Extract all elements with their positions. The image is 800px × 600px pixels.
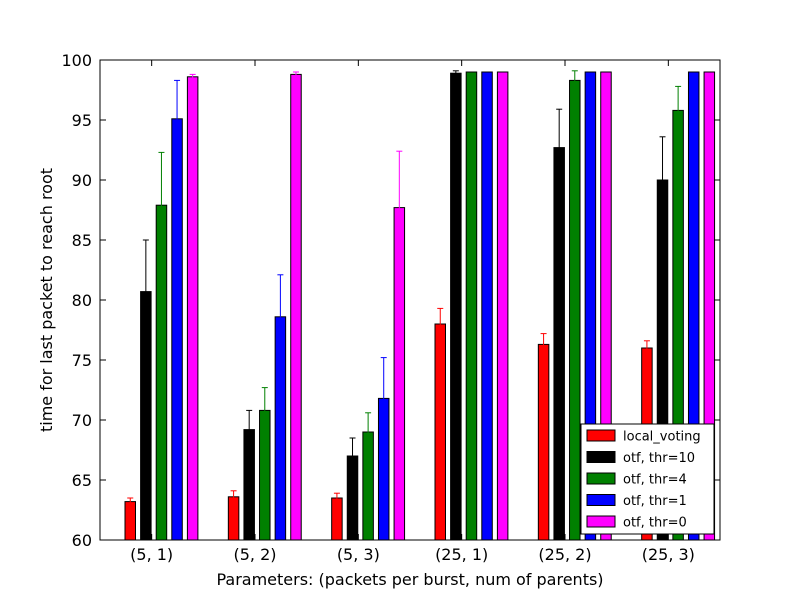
bar (465, 71, 478, 541)
bar (496, 71, 509, 541)
y-tick-label: 95 (72, 111, 92, 130)
y-tick-label: 90 (72, 171, 92, 190)
bar (553, 147, 565, 541)
error-bars-layer (127, 70, 682, 506)
y-tick-label: 80 (72, 291, 92, 310)
y-axis: 60 65 70 75 80 85 90 95 100 (61, 51, 720, 550)
legend: local_voting otf, thr=10 otf, thr=4 otf, th… (580, 423, 715, 535)
y-tick-label: 65 (72, 471, 92, 490)
y-axis-label: time for last packet to reach root (37, 168, 56, 432)
bar (481, 71, 493, 541)
legend-swatch (586, 472, 616, 485)
x-axis-label: Parameters: (packets per burst, num of p… (216, 570, 603, 589)
bar (450, 72, 462, 541)
legend-label: otf, thr=0 (623, 516, 687, 531)
x-tick-label: (25, 3) (642, 545, 695, 564)
bar (171, 118, 183, 541)
y-tick-label: 60 (72, 531, 92, 550)
y-tick-label: 85 (72, 231, 92, 250)
y-tick-label: 75 (72, 351, 92, 370)
bar (124, 501, 136, 541)
x-axis: (5, 1) (5, 2) (5, 3) (25, 1) (25, 2) (25, 3) (130, 60, 695, 564)
bar (569, 79, 581, 541)
legend-swatch (586, 451, 616, 463)
legend-label: otf, thr=1 (623, 494, 687, 509)
y-tick-label: 100 (61, 51, 92, 70)
x-tick-label: (5, 3) (337, 545, 380, 564)
legend-swatch (586, 429, 616, 442)
legend-label: otf, thr=4 (623, 473, 687, 488)
legend-label: local_voting (623, 430, 701, 445)
legend-swatch (586, 515, 616, 528)
bar (537, 343, 550, 541)
legend-swatch (586, 494, 616, 506)
x-tick-label: (25, 1) (435, 545, 488, 564)
x-tick-label: (5, 2) (233, 545, 276, 564)
x-tick-label: (25, 2) (538, 545, 591, 564)
bar (290, 73, 302, 541)
x-tick-label: (5, 1) (130, 545, 173, 564)
bar (186, 76, 199, 541)
legend-label: otf, thr=10 (623, 451, 695, 466)
y-tick-label: 70 (72, 411, 92, 430)
bar (434, 323, 446, 541)
bar (331, 497, 343, 541)
